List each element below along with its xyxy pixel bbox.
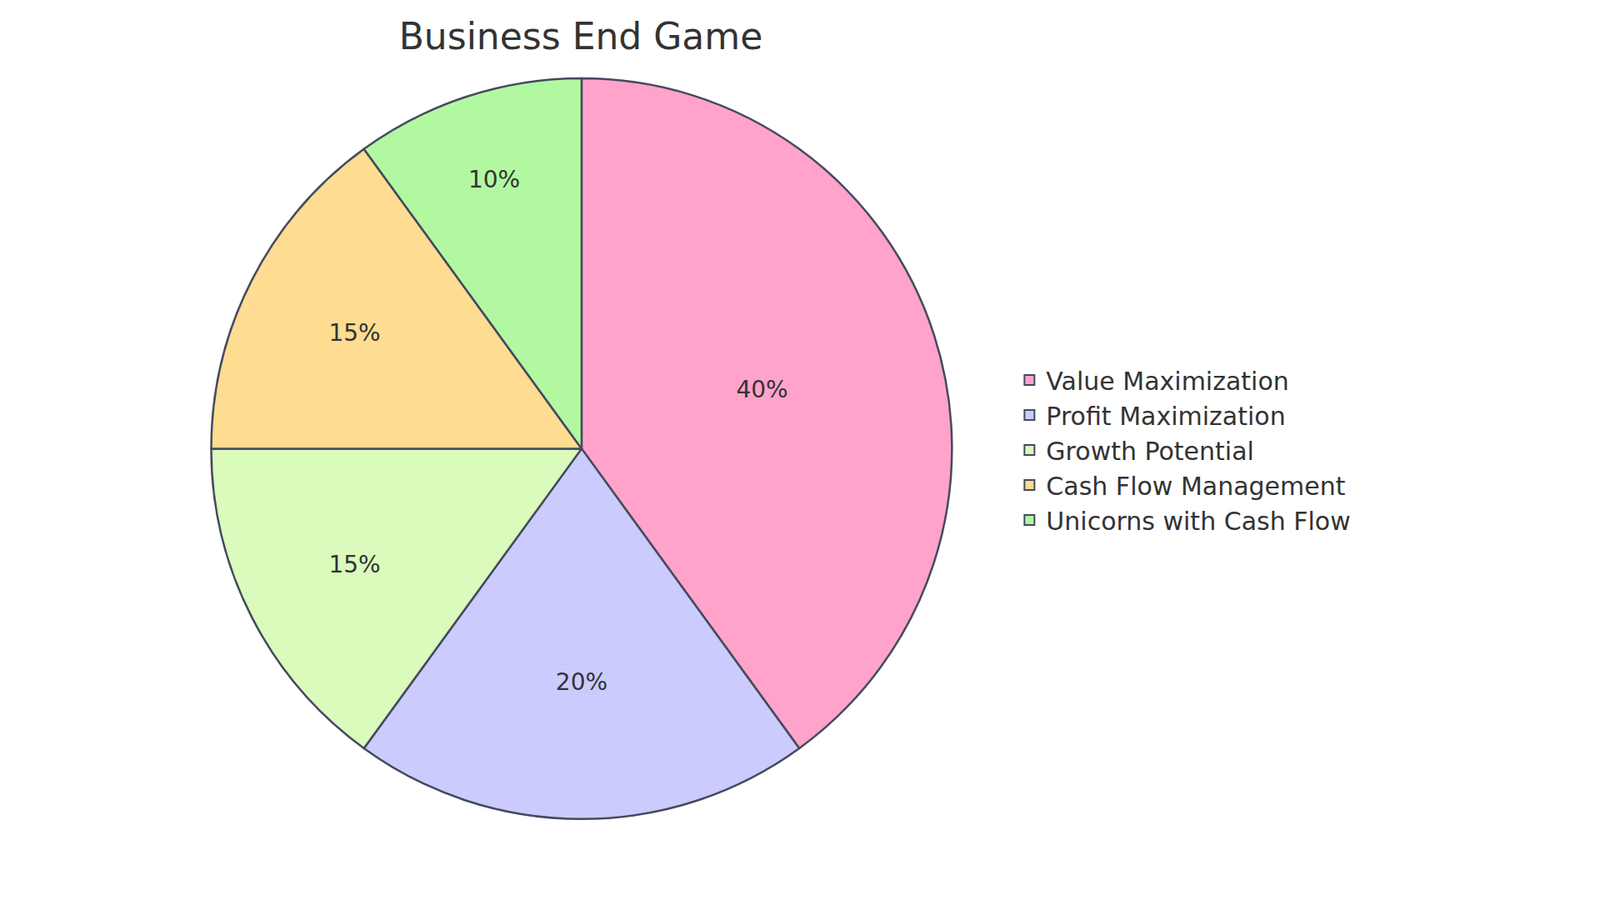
svg-text:Growth Potential: Growth Potential bbox=[1045, 436, 1255, 466]
svg-text:Profit Maximization: Profit Maximization bbox=[1045, 401, 1285, 431]
svg-text:Unicorns with Cash Flow: Unicorns with Cash Flow bbox=[1045, 506, 1350, 536]
svg-text:40%: 40% bbox=[735, 375, 788, 404]
svg-text:10%: 10% bbox=[468, 165, 520, 194]
svg-text:15%: 15% bbox=[328, 550, 380, 579]
svg-text:Cash Flow Management: Cash Flow Management bbox=[1045, 471, 1345, 501]
svg-text:20%: 20% bbox=[555, 668, 608, 696]
svg-text:15%: 15% bbox=[328, 319, 380, 347]
svg-text:Business End Game: Business End Game bbox=[399, 15, 764, 58]
svg-text:Value Maximization: Value Maximization bbox=[1045, 366, 1289, 396]
